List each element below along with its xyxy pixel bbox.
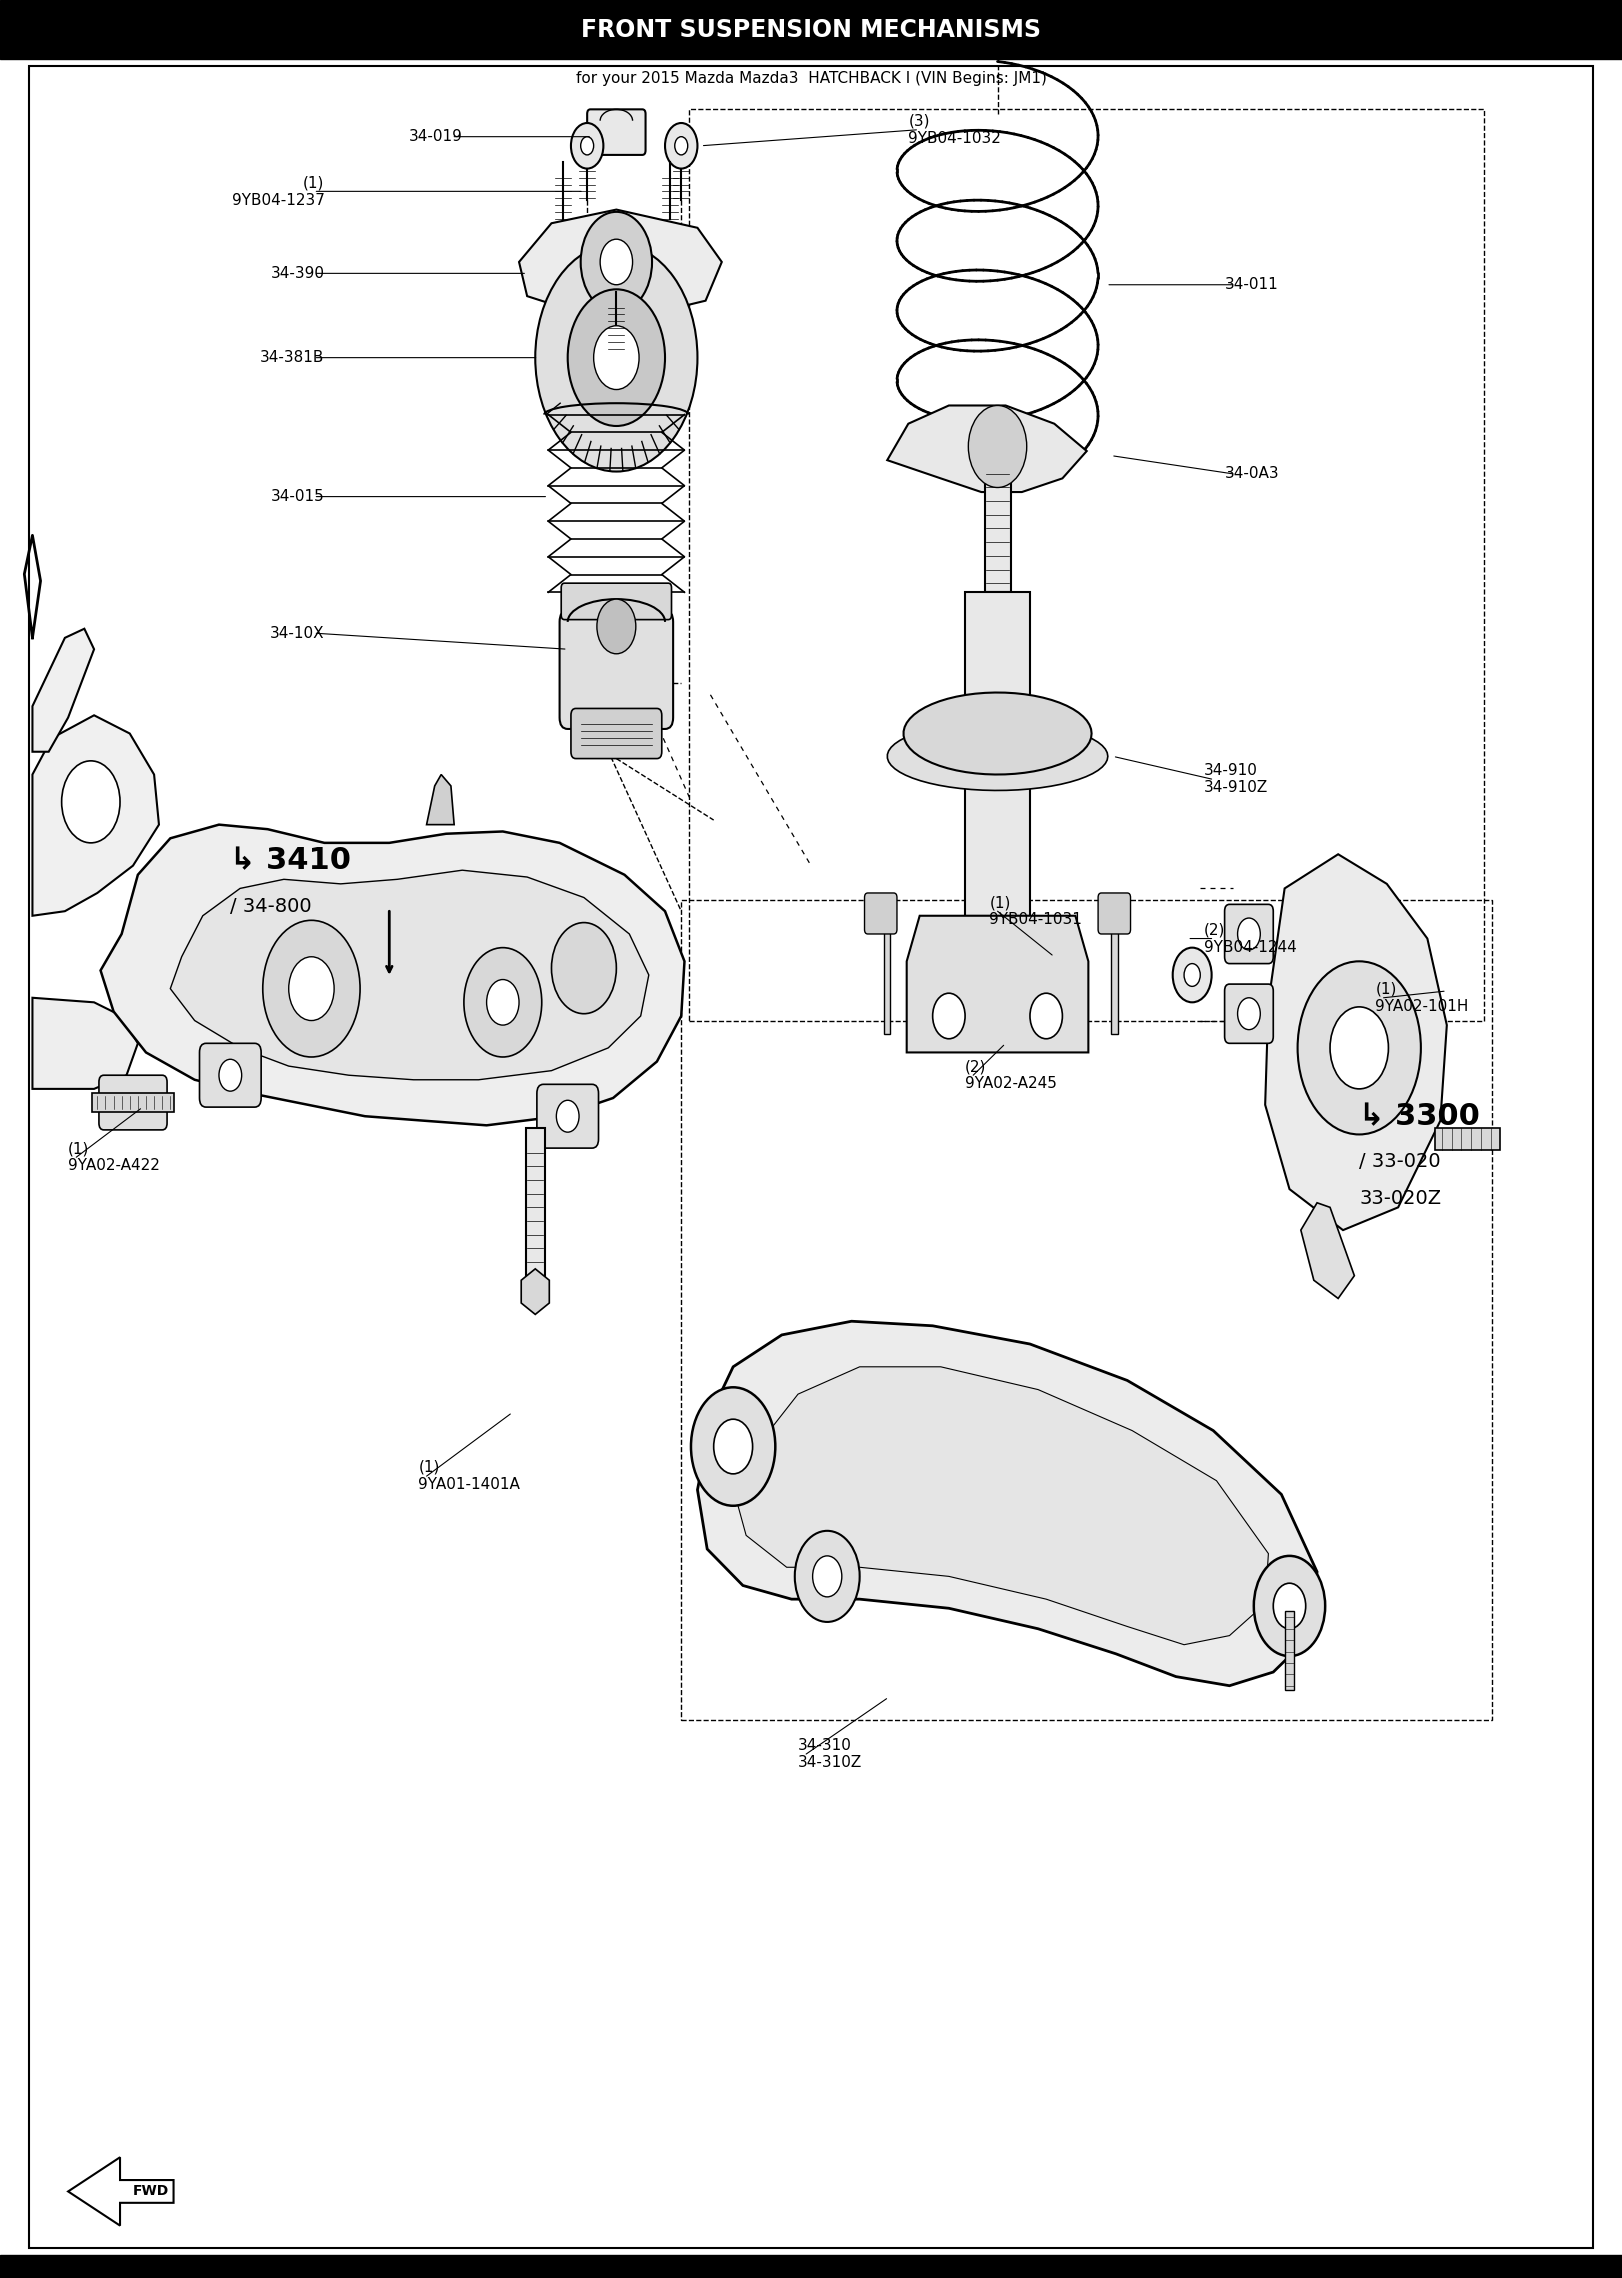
Circle shape xyxy=(535,244,697,472)
FancyBboxPatch shape xyxy=(1098,893,1131,934)
Circle shape xyxy=(1238,918,1260,950)
Bar xyxy=(985,474,1011,592)
Circle shape xyxy=(1330,1007,1388,1089)
Text: (1)
9YA02-101H: (1) 9YA02-101H xyxy=(1375,982,1470,1014)
Circle shape xyxy=(1184,964,1200,986)
Bar xyxy=(1435,1128,1500,1150)
Text: (2)
9YB04-1244: (2) 9YB04-1244 xyxy=(1204,923,1296,954)
Circle shape xyxy=(556,1100,579,1132)
Polygon shape xyxy=(903,693,1092,775)
Circle shape xyxy=(691,1387,775,1506)
Circle shape xyxy=(600,239,633,285)
Polygon shape xyxy=(887,722,1108,790)
Bar xyxy=(884,920,890,1034)
Polygon shape xyxy=(519,210,722,314)
Circle shape xyxy=(571,123,603,169)
Text: (1)
9YA01-1401A: (1) 9YA01-1401A xyxy=(418,1460,521,1492)
Circle shape xyxy=(1273,1583,1306,1629)
Circle shape xyxy=(62,761,120,843)
Circle shape xyxy=(487,980,519,1025)
Circle shape xyxy=(665,123,697,169)
Polygon shape xyxy=(68,2157,174,2226)
Text: FRONT SUSPENSION MECHANISMS: FRONT SUSPENSION MECHANISMS xyxy=(581,18,1041,41)
Circle shape xyxy=(933,993,965,1039)
Text: 34-011: 34-011 xyxy=(1225,278,1278,292)
Circle shape xyxy=(1030,993,1062,1039)
Bar xyxy=(681,900,1492,1720)
Text: 34-10X: 34-10X xyxy=(269,626,324,640)
FancyBboxPatch shape xyxy=(1225,984,1273,1043)
Polygon shape xyxy=(907,916,1088,1052)
Circle shape xyxy=(219,1059,242,1091)
Text: / 34-800: / 34-800 xyxy=(230,898,311,916)
Circle shape xyxy=(714,1419,753,1474)
Circle shape xyxy=(263,920,360,1057)
Circle shape xyxy=(597,599,636,654)
Circle shape xyxy=(1173,948,1212,1002)
Polygon shape xyxy=(32,629,94,752)
Text: 34-910
34-910Z: 34-910 34-910Z xyxy=(1204,763,1268,795)
Text: 34-310
34-310Z: 34-310 34-310Z xyxy=(798,1738,863,1770)
FancyBboxPatch shape xyxy=(571,708,662,759)
Bar xyxy=(92,1093,174,1112)
FancyBboxPatch shape xyxy=(587,109,646,155)
Circle shape xyxy=(795,1531,860,1622)
Text: (1)
9YA02-A422: (1) 9YA02-A422 xyxy=(68,1141,161,1173)
Text: 34-390: 34-390 xyxy=(271,267,324,280)
Text: for your 2015 Mazda Mazda3  HATCHBACK I (VIN Begins: JM1): for your 2015 Mazda Mazda3 HATCHBACK I (… xyxy=(576,71,1046,87)
Polygon shape xyxy=(730,1367,1268,1645)
Text: 34-015: 34-015 xyxy=(271,490,324,503)
Text: (1)
9YB04-1237: (1) 9YB04-1237 xyxy=(232,175,324,207)
FancyBboxPatch shape xyxy=(99,1075,167,1130)
Polygon shape xyxy=(32,998,138,1089)
Text: / 33-020: / 33-020 xyxy=(1359,1153,1440,1171)
Text: 34-381B: 34-381B xyxy=(260,351,324,364)
Bar xyxy=(0,2255,1622,2278)
Text: 33-020Z: 33-020Z xyxy=(1359,1189,1442,1207)
Bar xyxy=(689,109,1484,1021)
Polygon shape xyxy=(32,715,159,916)
Circle shape xyxy=(581,212,652,312)
Text: ↳ 3410: ↳ 3410 xyxy=(230,847,352,875)
Bar xyxy=(526,1128,545,1283)
Circle shape xyxy=(675,137,688,155)
Polygon shape xyxy=(697,1321,1317,1686)
Polygon shape xyxy=(887,405,1087,492)
Bar xyxy=(1111,920,1118,1034)
Text: (2)
9YA02-A245: (2) 9YA02-A245 xyxy=(965,1059,1058,1091)
Text: FWD: FWD xyxy=(133,2185,169,2198)
Polygon shape xyxy=(1301,1203,1354,1298)
Text: 34-019: 34-019 xyxy=(409,130,462,144)
Bar xyxy=(0,0,1622,59)
Polygon shape xyxy=(170,870,649,1080)
Text: (3)
9YB04-1032: (3) 9YB04-1032 xyxy=(908,114,1001,146)
FancyBboxPatch shape xyxy=(561,583,672,620)
Bar xyxy=(965,592,1030,916)
Text: 34-0A3: 34-0A3 xyxy=(1225,467,1280,481)
Polygon shape xyxy=(427,775,454,825)
Circle shape xyxy=(1298,961,1421,1134)
Circle shape xyxy=(1238,998,1260,1030)
FancyBboxPatch shape xyxy=(560,611,673,729)
Circle shape xyxy=(968,405,1027,487)
FancyBboxPatch shape xyxy=(865,893,897,934)
FancyBboxPatch shape xyxy=(537,1084,599,1148)
Text: ↳ 3300: ↳ 3300 xyxy=(1359,1103,1481,1130)
Circle shape xyxy=(568,289,665,426)
Circle shape xyxy=(594,326,639,390)
Circle shape xyxy=(464,948,542,1057)
Polygon shape xyxy=(1265,854,1447,1230)
FancyBboxPatch shape xyxy=(1225,904,1273,964)
Circle shape xyxy=(1254,1556,1325,1656)
Circle shape xyxy=(289,957,334,1021)
Polygon shape xyxy=(521,1269,550,1314)
Circle shape xyxy=(581,137,594,155)
Circle shape xyxy=(813,1556,842,1597)
Text: (1)
9YB04-1031: (1) 9YB04-1031 xyxy=(989,895,1082,927)
Polygon shape xyxy=(101,825,684,1125)
Bar xyxy=(1285,1611,1294,1690)
Circle shape xyxy=(551,923,616,1014)
FancyBboxPatch shape xyxy=(200,1043,261,1107)
